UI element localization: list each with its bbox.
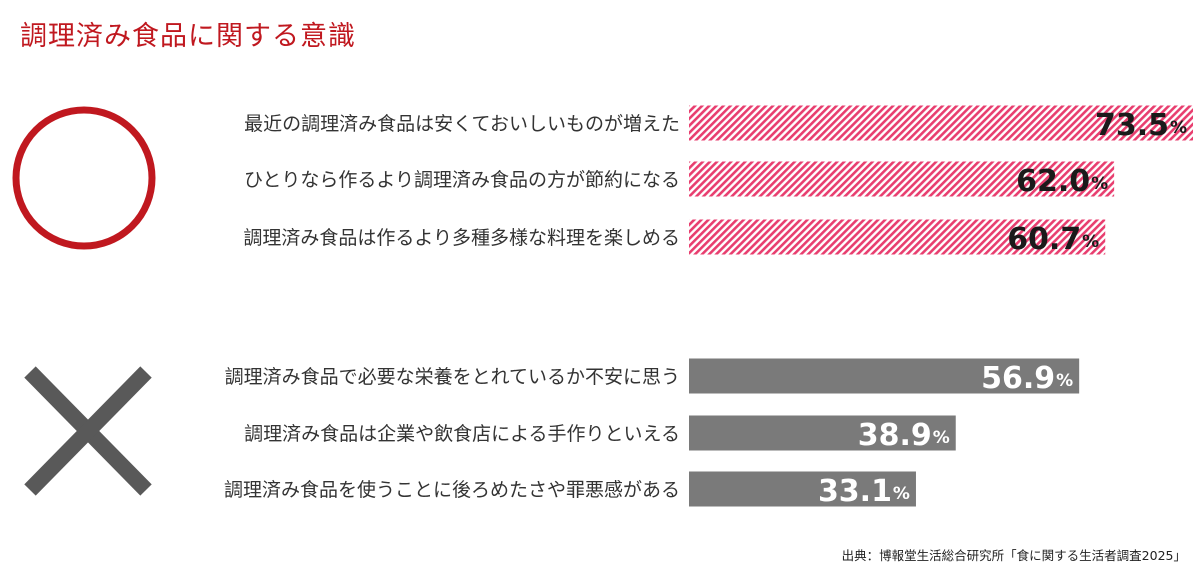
value-unit-label: % <box>933 428 950 448</box>
page-title: 調理済み食品に関する意識 <box>20 21 356 52</box>
bar <box>689 219 1106 255</box>
source-note: 出典：博報堂生活総合研究所「食に関する生活者調査2025」 <box>841 548 1186 563</box>
category-label: ひとりなら作るより調理済み食品の方が節約になる <box>244 169 680 191</box>
value-unit-label: % <box>1056 371 1073 391</box>
bar <box>689 105 1193 141</box>
value-unit-label: % <box>893 484 910 504</box>
circle-mark-icon <box>12 106 156 250</box>
category-label: 調理済み食品で必要な栄養をとれているか不安に思う <box>225 366 680 388</box>
bar <box>689 161 1115 197</box>
category-label: 最近の調理済み食品は安くておいしいものが増えた <box>244 113 680 135</box>
value-unit-label: % <box>1091 174 1108 194</box>
value-label: 56.9 <box>981 361 1055 396</box>
value-label: 62.0 <box>1016 164 1090 199</box>
bar <box>689 471 916 507</box>
bar <box>689 358 1080 394</box>
value-label: 33.1 <box>818 474 892 509</box>
bar <box>689 415 956 451</box>
value-unit-label: % <box>1170 118 1187 138</box>
value-unit-label: % <box>1082 232 1099 252</box>
bars-layer: 最近の調理済み食品は安くておいしいものが増えた %73.5ひとりなら作るより調理済… <box>224 105 1193 509</box>
category-label: 調理済み食品は作るより多種多様な料理を楽しめる <box>243 227 680 249</box>
value-label: 60.7 <box>1007 222 1081 257</box>
cross-mark-icon <box>24 366 152 496</box>
category-label: 調理済み食品は企業や飲食店による手作りといえる <box>244 423 680 445</box>
value-label: 73.5 <box>1095 108 1169 143</box>
category-label: 調理済み食品を使うことに後ろめたさや罪悪感がある <box>224 479 680 501</box>
value-label: 38.9 <box>858 418 932 453</box>
